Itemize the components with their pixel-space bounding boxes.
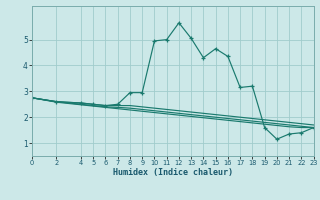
X-axis label: Humidex (Indice chaleur): Humidex (Indice chaleur) bbox=[113, 168, 233, 177]
